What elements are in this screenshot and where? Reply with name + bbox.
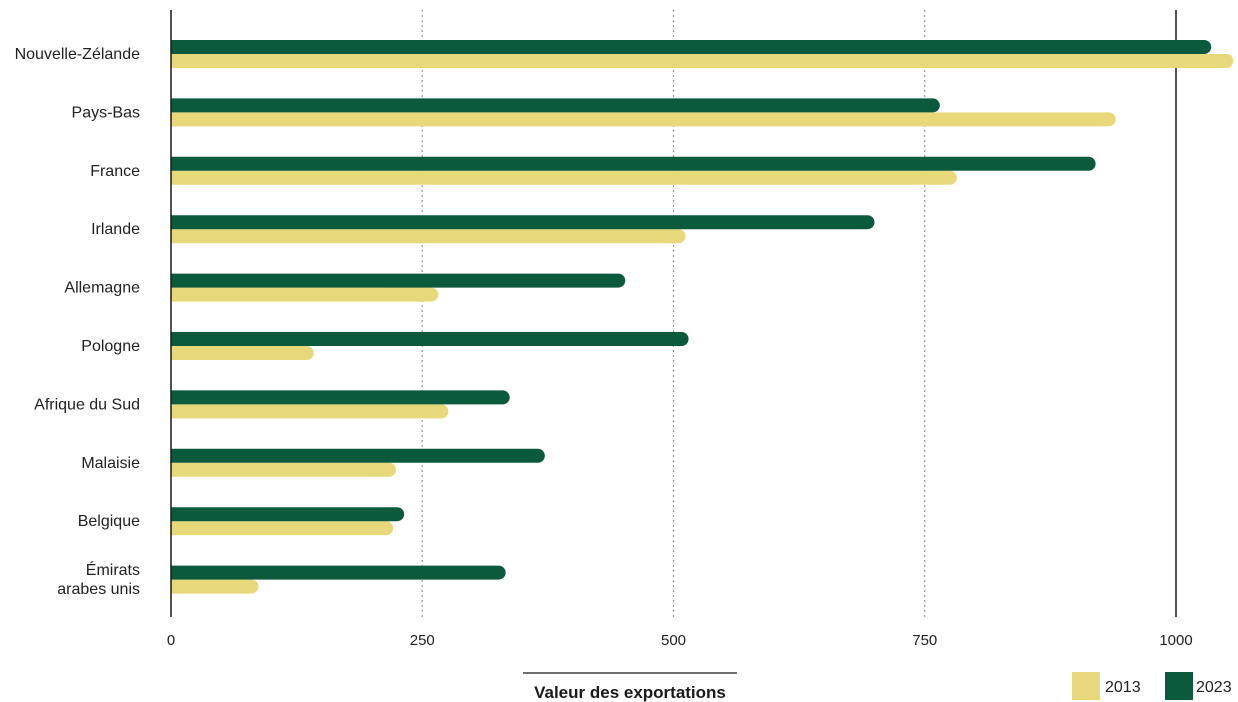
category-labels: Nouvelle-Zélande Pays-Bas France Irlande All… (15, 46, 141, 598)
bar-2013 (171, 112, 1116, 127)
category-label: Nouvelle-Zélande (15, 46, 141, 63)
category-label: Allemagne (64, 280, 140, 297)
bar-2023 (171, 215, 875, 230)
bar-2023 (171, 565, 506, 580)
x-tick-label: 250 (410, 632, 435, 649)
bar-2013 (171, 462, 397, 477)
x-tick-label: 750 (912, 632, 937, 649)
x-tick-labels: 0 250 500 750 1000 (167, 632, 1193, 649)
category-label: Pays-Bas (72, 104, 140, 121)
category-label: Malaisie (81, 455, 140, 472)
legend-label-2023: 2023 (1196, 679, 1232, 696)
bar-2023 (171, 448, 545, 463)
bar-2013 (171, 170, 957, 185)
legend-swatch-2023 (1165, 672, 1193, 700)
bar-2023 (171, 156, 1096, 171)
bar-2023 (171, 332, 689, 346)
legend-label-2013: 2013 (1105, 679, 1141, 696)
bar-2013 (171, 579, 259, 594)
bar-2023 (171, 273, 626, 288)
bar-2023 (171, 390, 510, 405)
bar-2013 (171, 346, 314, 360)
bar-2013 (171, 287, 439, 302)
x-axis-title: Valeur des exportations (534, 683, 726, 702)
bar-2013 (171, 404, 449, 419)
category-label: Belgique (78, 513, 140, 530)
legend-swatch-2013 (1072, 672, 1100, 700)
x-tick-label: 1000 (1159, 632, 1192, 649)
category-label: France (90, 163, 140, 180)
category-label: Pologne (81, 338, 140, 355)
bar-2023 (171, 507, 405, 522)
category-label: Émirats arabes unis (57, 560, 140, 598)
x-tick-label: 0 (167, 632, 175, 649)
bar-2013 (171, 521, 394, 536)
bars (171, 40, 1234, 594)
category-label: Afrique du Sud (34, 396, 140, 413)
legend: 2013 2023 (1072, 672, 1232, 700)
bar-2023 (171, 98, 940, 113)
category-label: Irlande (91, 221, 140, 238)
bar-2023 (171, 40, 1212, 54)
bar-2013 (171, 54, 1234, 68)
bar-2013 (171, 229, 686, 244)
x-tick-label: 500 (661, 632, 686, 649)
